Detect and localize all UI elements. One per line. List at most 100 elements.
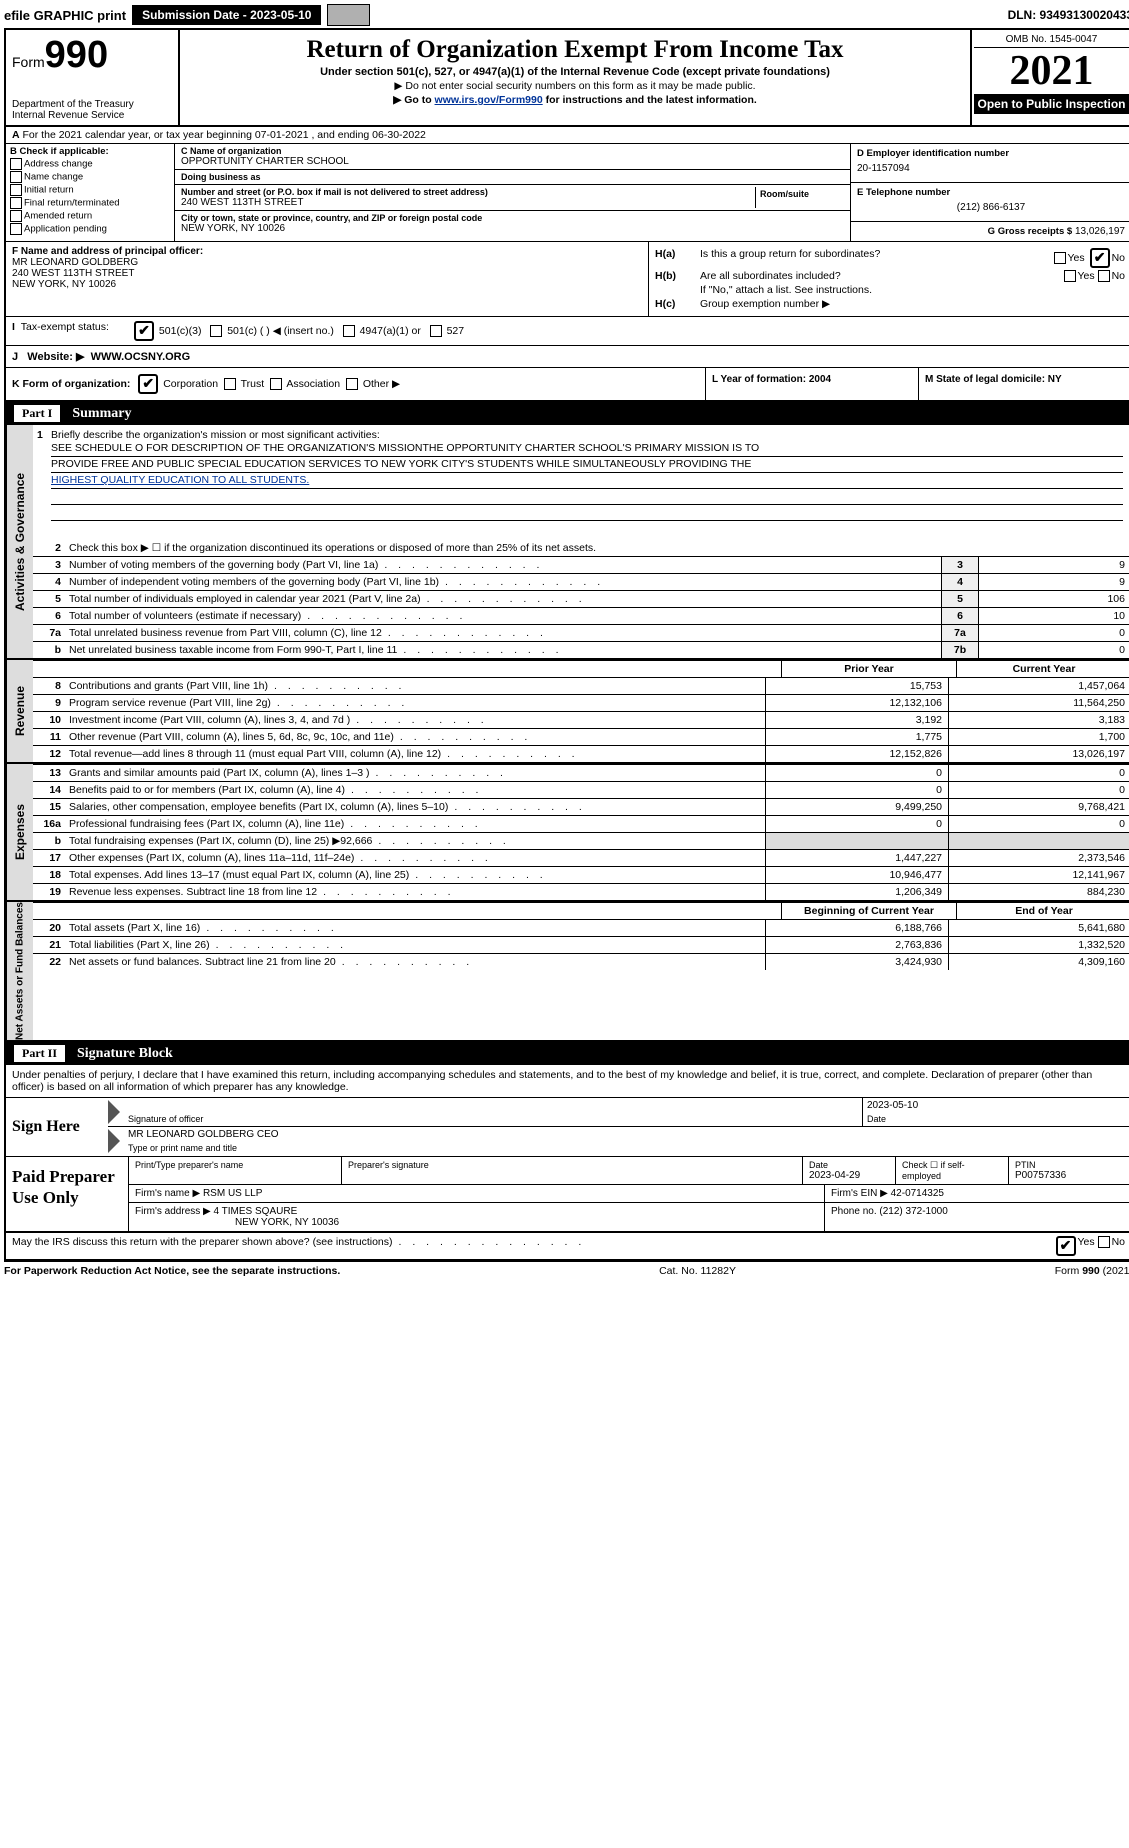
col-b-checkboxes: B Check if applicable: Address change Na… bbox=[6, 144, 175, 241]
form-subtitle: Under section 501(c), 527, or 4947(a)(1)… bbox=[188, 66, 962, 78]
year-formation: L Year of formation: 2004 bbox=[705, 368, 918, 400]
table-row: 17 Other expenses (Part IX, column (A), … bbox=[33, 849, 1129, 866]
table-row: 16a Professional fundraising fees (Part … bbox=[33, 815, 1129, 832]
part2-header: Part II Signature Block bbox=[6, 1042, 1129, 1065]
chk-amended-return[interactable]: Amended return bbox=[10, 210, 170, 222]
chk-app-pending[interactable]: Application pending bbox=[10, 223, 170, 235]
discuss-yes[interactable]: ✔ bbox=[1056, 1236, 1076, 1256]
sig-date: 2023-05-10 bbox=[867, 1100, 1127, 1114]
ptin: P00757336 bbox=[1015, 1170, 1125, 1181]
city-state-zip: NEW YORK, NY 10026 bbox=[181, 223, 844, 234]
note-link: ▶ Go to www.irs.gov/Form990 for instruct… bbox=[188, 94, 962, 106]
officer-print-name: MR LEONARD GOLDBERG CEO bbox=[128, 1129, 1127, 1143]
state-domicile: M State of legal domicile: NY bbox=[918, 368, 1129, 400]
tax-status-row: I Tax-exempt status: ✔ 501(c)(3) 501(c) … bbox=[6, 317, 1129, 346]
chk-501c3[interactable]: ✔ bbox=[134, 321, 154, 341]
sig-arrow-icon bbox=[108, 1100, 120, 1124]
mission-line2: PROVIDE FREE AND PUBLIC SPECIAL EDUCATIO… bbox=[51, 457, 1123, 473]
hb-no[interactable] bbox=[1098, 270, 1110, 282]
table-row: 3 Number of voting members of the govern… bbox=[33, 556, 1129, 573]
website-row: J Website: ▶ WWW.OCSNY.ORG bbox=[6, 346, 1129, 368]
col-d: D Employer identification number 20-1157… bbox=[850, 144, 1129, 241]
omb-number: OMB No. 1545-0047 bbox=[974, 32, 1129, 48]
ein: 20-1157094 bbox=[857, 159, 1125, 178]
klm-row: K Form of organization: ✔ Corporation Tr… bbox=[6, 368, 1129, 402]
header-right: OMB No. 1545-0047 2021 Open to Public In… bbox=[970, 30, 1129, 125]
sign-here-block: Sign Here Signature of officer 2023-05-1… bbox=[6, 1098, 1129, 1157]
table-row: 15 Salaries, other compensation, employe… bbox=[33, 798, 1129, 815]
table-row: 19 Revenue less expenses. Subtract line … bbox=[33, 883, 1129, 900]
col-f: F Name and address of principal officer:… bbox=[6, 242, 648, 316]
chk-name-change[interactable]: Name change bbox=[10, 171, 170, 183]
chk-assoc[interactable] bbox=[270, 378, 282, 390]
table-row: 20 Total assets (Part X, line 16). . . .… bbox=[33, 919, 1129, 936]
street-address: 240 WEST 113TH STREET bbox=[181, 197, 755, 208]
table-row: 7a Total unrelated business revenue from… bbox=[33, 624, 1129, 641]
side-expenses: Expenses bbox=[6, 764, 33, 900]
table-row: 6 Total number of volunteers (estimate i… bbox=[33, 607, 1129, 624]
dept-line2: Internal Revenue Service bbox=[12, 110, 172, 121]
officer-name: MR LEONARD GOLDBERG bbox=[12, 257, 642, 268]
hb-yes[interactable] bbox=[1064, 270, 1076, 282]
note-ssn: ▶ Do not enter social security numbers o… bbox=[188, 80, 962, 92]
bottom-line: For Paperwork Reduction Act Notice, see … bbox=[4, 1262, 1129, 1280]
discuss-no[interactable] bbox=[1098, 1236, 1110, 1248]
table-row: 11 Other revenue (Part VIII, column (A),… bbox=[33, 728, 1129, 745]
table-row: 18 Total expenses. Add lines 13–17 (must… bbox=[33, 866, 1129, 883]
top-bar: efile GRAPHIC print Submission Date - 20… bbox=[4, 4, 1129, 26]
table-row: b Net unrelated business taxable income … bbox=[33, 641, 1129, 658]
mission-block: 1 Briefly describe the organization's mi… bbox=[33, 425, 1129, 540]
section-bcd: B Check if applicable: Address change Na… bbox=[6, 144, 1129, 242]
part1-header: Part I Summary bbox=[6, 402, 1129, 425]
table-row: 4 Number of independent voting members o… bbox=[33, 573, 1129, 590]
form-prefix: Form bbox=[12, 54, 45, 70]
firm-phone: (212) 372-1000 bbox=[879, 1206, 947, 1217]
row-a: A For the 2021 calendar year, or tax yea… bbox=[6, 127, 1129, 144]
sig-intro: Under penalties of perjury, I declare th… bbox=[6, 1065, 1129, 1098]
table-row: 5 Total number of individuals employed i… bbox=[33, 590, 1129, 607]
chk-501c[interactable] bbox=[210, 325, 222, 337]
col-c: C Name of organization OPPORTUNITY CHART… bbox=[175, 144, 850, 241]
officer-addr1: 240 WEST 113TH STREET bbox=[12, 268, 642, 279]
section-fh: F Name and address of principal officer:… bbox=[6, 242, 1129, 317]
prep-date: 2023-04-29 bbox=[809, 1170, 889, 1181]
website-url: WWW.OCSNY.ORG bbox=[91, 351, 191, 363]
org-name: OPPORTUNITY CHARTER SCHOOL bbox=[181, 156, 844, 167]
chk-trust[interactable] bbox=[224, 378, 236, 390]
ha-no[interactable]: ✔ bbox=[1090, 248, 1110, 268]
chk-527[interactable] bbox=[430, 325, 442, 337]
table-row: 10 Investment income (Part VIII, column … bbox=[33, 711, 1129, 728]
chk-4947[interactable] bbox=[343, 325, 355, 337]
irs-link[interactable]: www.irs.gov/Form990 bbox=[435, 94, 543, 106]
open-inspection: Open to Public Inspection bbox=[974, 94, 1129, 114]
table-row: 22 Net assets or fund balances. Subtract… bbox=[33, 953, 1129, 970]
side-governance: Activities & Governance bbox=[6, 425, 33, 658]
tax-year: 2021 bbox=[974, 48, 1129, 94]
col-h: H(a) Is this a group return for subordin… bbox=[648, 242, 1129, 316]
table-row: 9 Program service revenue (Part VIII, li… bbox=[33, 694, 1129, 711]
chk-final-return[interactable]: Final return/terminated bbox=[10, 197, 170, 209]
header-left: Form990 Department of the Treasury Inter… bbox=[6, 30, 180, 125]
paid-preparer-block: Paid Preparer Use Only Print/Type prepar… bbox=[6, 1157, 1129, 1233]
form-title: Return of Organization Exempt From Incom… bbox=[188, 36, 962, 64]
side-revenue: Revenue bbox=[6, 660, 33, 762]
chk-initial-return[interactable]: Initial return bbox=[10, 184, 170, 196]
firm-ein: 42-0714325 bbox=[891, 1188, 944, 1199]
chk-other[interactable] bbox=[346, 378, 358, 390]
phone: (212) 866-6137 bbox=[857, 198, 1125, 217]
ha-yes[interactable] bbox=[1054, 252, 1066, 264]
table-row: 13 Grants and similar amounts paid (Part… bbox=[33, 764, 1129, 781]
dept-line1: Department of the Treasury bbox=[12, 99, 172, 110]
chk-corp[interactable]: ✔ bbox=[138, 374, 158, 394]
form-container: Form990 Department of the Treasury Inter… bbox=[4, 28, 1129, 1262]
chk-address-change[interactable]: Address change bbox=[10, 158, 170, 170]
form-number: 990 bbox=[45, 34, 108, 76]
table-row: 21 Total liabilities (Part X, line 26). … bbox=[33, 936, 1129, 953]
firm-addr1: 4 TIMES SQAURE bbox=[214, 1206, 298, 1217]
blank-button[interactable] bbox=[327, 4, 369, 26]
form-header: Form990 Department of the Treasury Inter… bbox=[6, 30, 1129, 127]
officer-addr2: NEW YORK, NY 10026 bbox=[12, 279, 642, 290]
dln-label: DLN: 93493130020433 bbox=[1008, 8, 1129, 22]
table-row: 12 Total revenue—add lines 8 through 11 … bbox=[33, 745, 1129, 762]
submission-date-button[interactable]: Submission Date - 2023-05-10 bbox=[132, 5, 321, 25]
